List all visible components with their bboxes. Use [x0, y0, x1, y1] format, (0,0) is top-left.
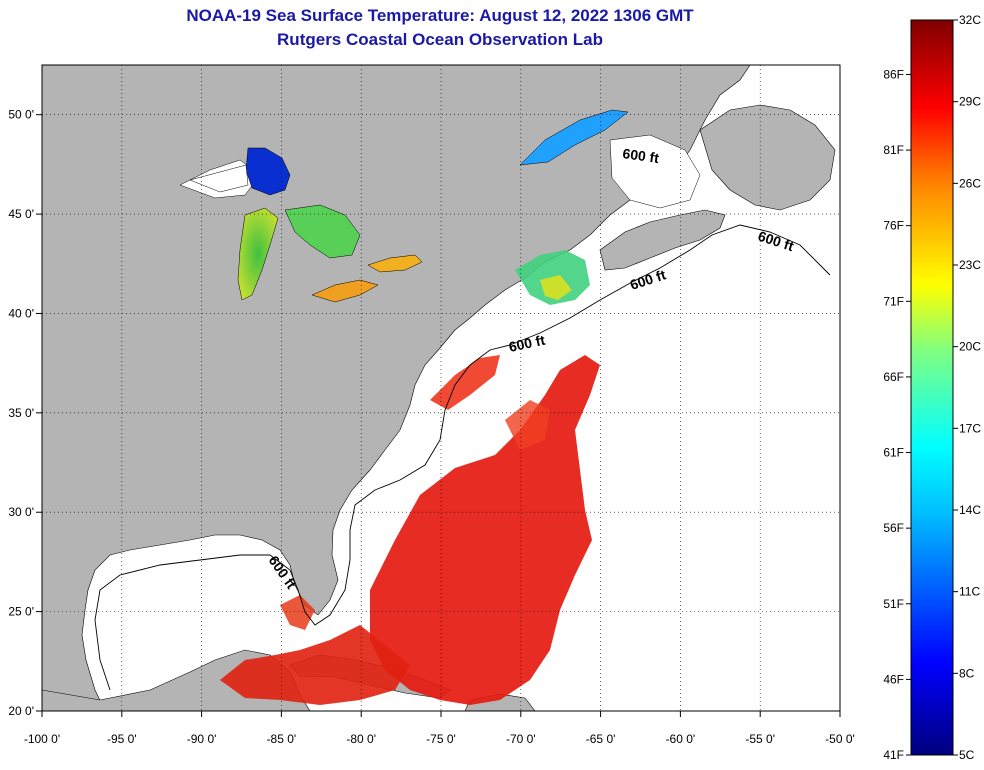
colorbar-label-f: 86F: [883, 67, 904, 81]
lake-ontario: [367, 254, 423, 273]
colorbar-label-c: 32C: [959, 13, 981, 27]
contour-label-600ft: 600 ft: [622, 145, 661, 166]
map-title: NOAA-19 Sea Surface Temperature: August …: [186, 6, 694, 25]
lat-tick-label: 40 0': [8, 306, 34, 320]
isobath-600ft: [94, 224, 831, 691]
longitude-ticks: -100 0' -95 0' -90 0' -85 0' -80 0' -75 0' -70…: [24, 711, 855, 746]
colorbar-label-f: 46F: [883, 672, 904, 686]
colorbar-label-f: 81F: [883, 143, 904, 157]
colorbar: [910, 19, 954, 756]
colorbar-label-c: 29C: [959, 95, 981, 109]
lon-tick-label: -65 0': [586, 732, 616, 746]
land-maritimes: [599, 209, 726, 271]
colorbar-label-f: 66F: [883, 370, 904, 384]
gulf-st-lawrence: [609, 134, 701, 209]
colorbar-label-f: 41F: [883, 748, 904, 762]
lon-tick-label: -90 0': [187, 732, 217, 746]
colorbar-label-c: 20C: [959, 340, 981, 354]
lon-tick-label: -85 0': [267, 732, 297, 746]
caribbean-sst: [220, 625, 410, 705]
lat-tick-label: 50 0': [8, 108, 34, 122]
map-grid: [42, 65, 840, 711]
colorbar-label-c: 23C: [959, 258, 981, 272]
lat-tick-label: 20 0': [8, 704, 34, 718]
colorbar-label-f: 51F: [883, 597, 904, 611]
lon-tick-label: -50 0': [825, 732, 855, 746]
lon-tick-label: -100 0': [24, 732, 60, 746]
colorbar-label-f: 61F: [883, 446, 904, 460]
lat-tick-label: 35 0': [8, 406, 34, 420]
contour-label-600ft: 600 ft: [507, 332, 546, 355]
cape-cod-sst: [540, 275, 572, 300]
colorbar-labels: 32C 29C 26C 23C 20C 17C 14C 11C 8C 5C 86F 81F 76F 71F…: [883, 13, 981, 762]
lat-tick-label: 25 0': [8, 605, 34, 619]
lon-tick-label: -95 0': [107, 732, 137, 746]
map-subtitle: Rutgers Coastal Ocean Observation Lab: [277, 30, 603, 49]
lake-superior: [245, 147, 291, 196]
lon-tick-label: -75 0': [426, 732, 456, 746]
lake-michigan: [237, 207, 279, 301]
colorbar-label-c: 11C: [959, 585, 980, 599]
colorbar-label-f: 71F: [883, 294, 904, 308]
colorbar-label-f: 56F: [883, 521, 904, 535]
sargasso-patches: [505, 400, 550, 450]
colorbar-label-f: 76F: [883, 219, 904, 233]
colorbar-label-c: 14C: [959, 503, 981, 517]
st-lawrence-estuary: [519, 109, 629, 166]
lon-tick-label: -55 0': [745, 732, 775, 746]
latitude-ticks: 50 0' 45 0' 40 0' 35 0' 30 0' 25 0' 20 0': [8, 108, 42, 718]
lon-tick-label: -70 0': [506, 732, 536, 746]
colorbar-label-c: 5C: [959, 748, 975, 762]
mid-atlantic-sst: [430, 355, 500, 410]
colorbar-label-c: 8C: [959, 666, 975, 680]
lat-tick-label: 30 0': [8, 505, 34, 519]
lon-tick-label: -60 0': [666, 732, 696, 746]
gulf-coast-sst: [280, 595, 315, 630]
lake-superior-west: [189, 164, 249, 193]
lon-tick-label: -80 0': [346, 732, 376, 746]
colorbar-label-c: 26C: [959, 176, 981, 190]
land-north-america: [42, 65, 751, 711]
lake-huron: [284, 204, 361, 259]
gulf-stream-sst: [370, 355, 600, 705]
lat-tick-label: 45 0': [8, 207, 34, 221]
colorbar-label-c: 17C: [959, 421, 981, 435]
